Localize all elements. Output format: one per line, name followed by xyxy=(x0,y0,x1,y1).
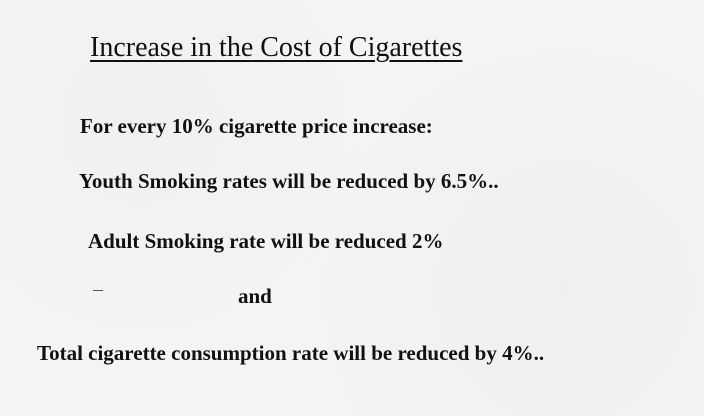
document-title: Increase in the Cost of Cigarettes xyxy=(90,32,463,63)
conjunction-and: and xyxy=(238,284,272,308)
adult-smoking-statement: Adult Smoking rate will be reduced 2% xyxy=(88,229,444,253)
youth-smoking-statement: Youth Smoking rates will be reduced by 6… xyxy=(79,169,499,193)
total-consumption-statement: Total cigarette consumption rate will be… xyxy=(37,341,545,365)
price-increase-intro: For every 10% cigarette price increase: xyxy=(80,114,433,138)
scan-mark xyxy=(93,290,103,291)
